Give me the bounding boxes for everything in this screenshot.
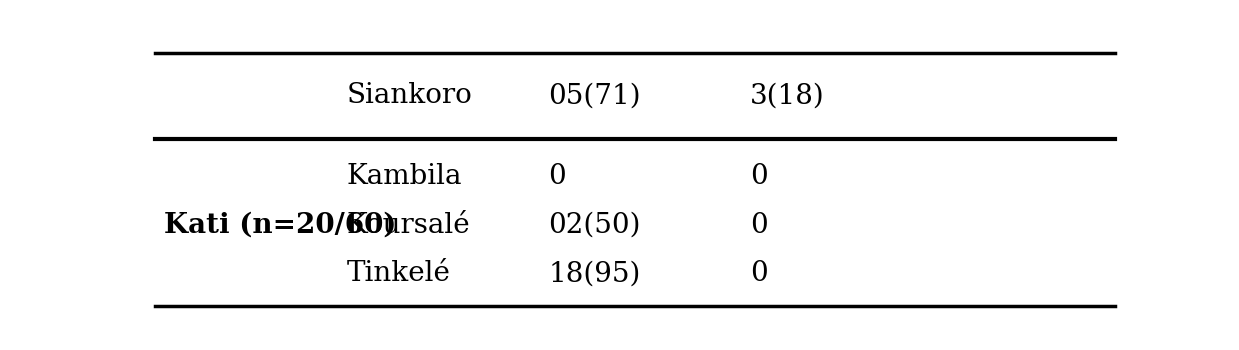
- Text: 0: 0: [751, 212, 768, 239]
- Text: Kati (n=20/60): Kati (n=20/60): [165, 212, 396, 239]
- Text: 18(95): 18(95): [549, 260, 641, 287]
- Text: 3(18): 3(18): [751, 82, 825, 110]
- Text: Tinkelé: Tinkelé: [347, 260, 451, 287]
- Text: Koursalé: Koursalé: [347, 212, 471, 239]
- Text: 0: 0: [751, 163, 768, 190]
- Text: Siankoro: Siankoro: [347, 82, 472, 110]
- Text: 0: 0: [751, 260, 768, 287]
- Text: Kambila: Kambila: [347, 163, 462, 190]
- Text: 0: 0: [549, 163, 566, 190]
- Text: 05(71): 05(71): [549, 82, 642, 110]
- Text: 02(50): 02(50): [549, 212, 641, 239]
